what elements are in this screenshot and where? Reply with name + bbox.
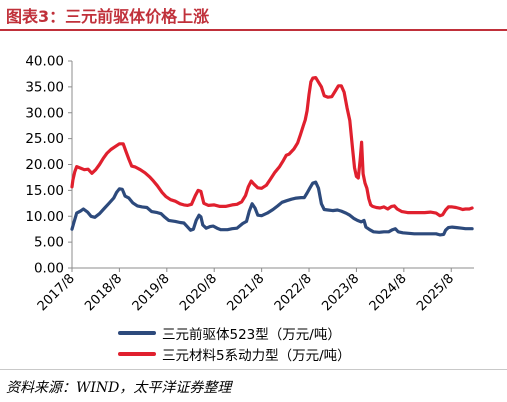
y-tick-label: 20.00 xyxy=(25,157,64,173)
y-tick-label: 5.00 xyxy=(34,235,64,251)
bottom-rule xyxy=(0,369,507,370)
x-tick-label: 2022/8 xyxy=(272,271,315,314)
legend-swatch-precursor xyxy=(118,330,156,335)
chart-legend: 三元前驱体523型（万元/吨） 三元材料5系动力型（万元/吨） xyxy=(118,322,351,364)
legend-label-cathode: 三元材料5系动力型（万元/吨） xyxy=(162,347,351,364)
legend-item-precursor: 三元前驱体523型（万元/吨） xyxy=(118,322,351,343)
x-tick-label: 2024/8 xyxy=(367,271,410,314)
y-tick-label: 40.00 xyxy=(25,54,64,70)
x-tick-label: 2019/8 xyxy=(130,271,173,314)
y-tick-label: 0.00 xyxy=(34,261,64,277)
x-tick-label: 2025/8 xyxy=(414,271,457,314)
y-tick-label: 25.00 xyxy=(25,131,64,147)
y-tick-label: 15.00 xyxy=(25,183,64,199)
figure-title: 图表3：三元前驱体价格上涨 xyxy=(6,7,210,26)
series-line-2 xyxy=(70,76,474,218)
line-chart: 0.00 5.00 10.00 15.00 20.00 25.00 30.00 35.00 40… xyxy=(25,54,474,314)
legend-swatch-cathode xyxy=(118,351,156,356)
legend-item-cathode: 三元材料5系动力型（万元/吨） xyxy=(118,343,351,364)
y-tick-label: 35.00 xyxy=(25,79,64,95)
legend-label-precursor: 三元前驱体523型（万元/吨） xyxy=(162,326,341,343)
y-tick-label: 30.00 xyxy=(25,105,64,121)
x-tick-label: 2018/8 xyxy=(82,271,125,314)
x-tick-label: 2020/8 xyxy=(177,271,220,314)
x-tick-label: 2023/8 xyxy=(319,271,362,314)
x-tick-label: 2021/8 xyxy=(224,271,267,314)
y-tick-label: 10.00 xyxy=(25,209,64,225)
series-line-1 xyxy=(70,180,474,237)
title-rule xyxy=(0,29,507,31)
source-note: 资料来源：WIND，太平洋证券整理 xyxy=(6,380,232,396)
x-tick-label: 2017/8 xyxy=(35,271,78,314)
